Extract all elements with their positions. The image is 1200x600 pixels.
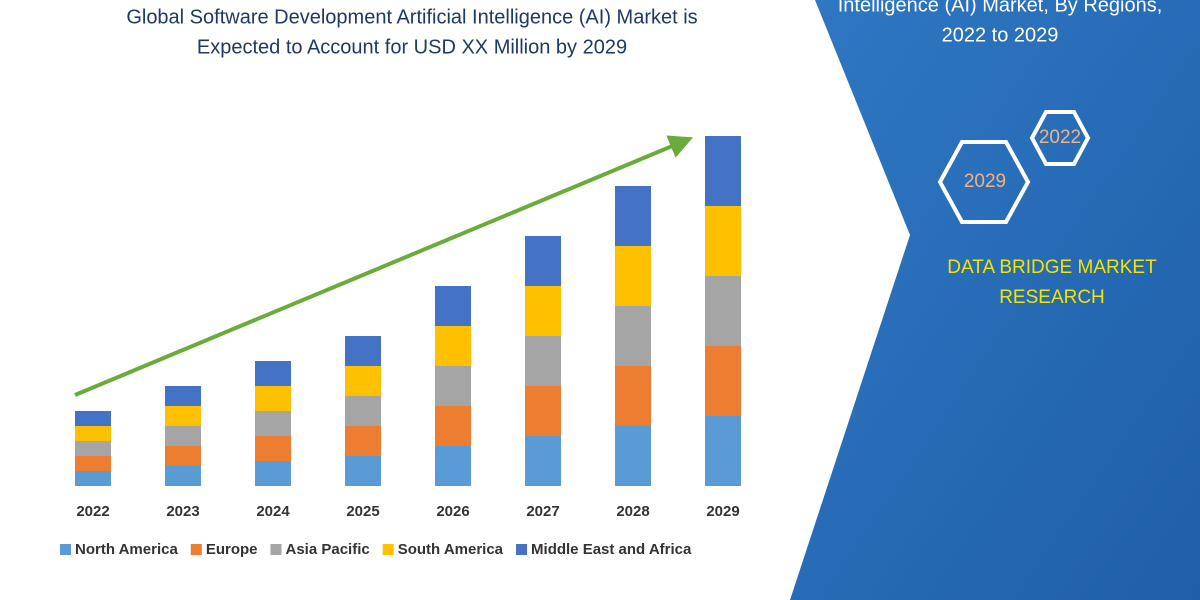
bar-segment (165, 426, 201, 446)
bar-segment (435, 446, 471, 486)
chart: Global Software Development Artificial I… (60, 6, 741, 558)
bar-segment (705, 346, 741, 416)
bar-segment (345, 426, 381, 456)
x-tick-label: 2023 (166, 503, 199, 520)
bar-segment (525, 436, 561, 486)
badge-hexagon (1029, 110, 1091, 166)
chart-title: Expected to Account for USD XX Million b… (197, 36, 627, 58)
bar-segment (75, 426, 111, 441)
legend-swatch (382, 544, 394, 555)
bar-segment (705, 276, 741, 346)
bar-segment (705, 136, 741, 206)
legend-swatch (270, 544, 282, 555)
side-panel: Intelligence (AI) Market, By Regions, 202… (838, 0, 1163, 308)
bar-segment (615, 306, 651, 366)
bar-segment (165, 406, 201, 426)
x-tick-label: 2026 (436, 503, 469, 520)
legend-label: South America (398, 541, 504, 558)
bar-segment (435, 286, 471, 326)
bar-segment (705, 206, 741, 276)
bar-segment (525, 236, 561, 286)
bar-segment (255, 361, 291, 386)
bar-segment (255, 411, 291, 436)
brand-name: RESEARCH (999, 287, 1105, 308)
trend-arrow (74, 135, 694, 397)
bar-segment (345, 336, 381, 366)
legend-label: Europe (206, 541, 258, 558)
x-tick-label: 2029 (706, 503, 739, 520)
panel-heading: Intelligence (AI) Market, By Regions, (838, 0, 1163, 16)
bar-segment (615, 426, 651, 486)
bar-segment (75, 456, 111, 471)
badge-label: 2029 (964, 171, 1006, 192)
bar-segment (615, 366, 651, 426)
x-tick-label: 2028 (616, 503, 649, 520)
bar-segment (525, 336, 561, 386)
x-tick-label: 2022 (76, 503, 109, 520)
bar-segment (345, 396, 381, 426)
brand-name: DATA BRIDGE MARKET (947, 257, 1157, 278)
bar-segment (165, 386, 201, 406)
panel-heading: 2022 to 2029 (942, 24, 1059, 46)
badge-hexagon (937, 140, 1031, 224)
bar-segment (345, 456, 381, 486)
bar-segment (255, 461, 291, 486)
bar-segment (615, 186, 651, 246)
x-tick-label: 2024 (256, 503, 290, 520)
badge-label: 2022 (1039, 127, 1081, 148)
bar-segment (615, 246, 651, 306)
bar-segment (165, 446, 201, 466)
bar-segment (435, 366, 471, 406)
bar-segment (435, 406, 471, 446)
x-tick-label: 2027 (526, 503, 559, 520)
bar-segment (345, 366, 381, 396)
bar-segment (255, 386, 291, 411)
bar-segment (435, 326, 471, 366)
bar-segment (165, 466, 201, 486)
legend-label: North America (75, 541, 178, 558)
bar-segment (255, 436, 291, 461)
side-panel-background (790, 0, 1200, 600)
legend-label: Asia Pacific (286, 541, 370, 558)
legend-label: Middle East and Africa (531, 541, 692, 558)
bar-segment (705, 416, 741, 486)
bar-segment (525, 386, 561, 436)
x-tick-label: 2025 (346, 503, 379, 520)
bar-segment (75, 411, 111, 426)
legend-swatch (60, 544, 71, 555)
legend-swatch (516, 544, 528, 555)
bar-segment (75, 471, 111, 486)
bar-segment (75, 441, 111, 456)
legend-swatch (190, 544, 202, 555)
bar-segment (525, 286, 561, 336)
chart-title: Global Software Development Artificial I… (126, 6, 697, 28)
